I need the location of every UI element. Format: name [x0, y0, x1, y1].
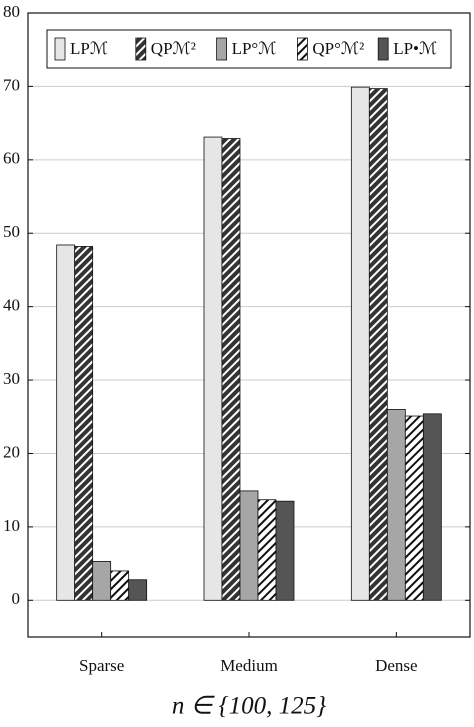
y-tick-label: 50 [3, 222, 20, 241]
bar [350, 86, 370, 601]
bar [56, 244, 76, 601]
bar [110, 570, 130, 601]
legend-swatch [135, 37, 147, 61]
bar [422, 413, 442, 601]
y-tick-label: 20 [3, 442, 20, 461]
bar [221, 138, 241, 601]
bar [92, 560, 112, 601]
bar [257, 499, 277, 601]
legend-swatch [54, 37, 66, 61]
x-tick-label: Sparse [79, 656, 124, 675]
y-tick-label: 80 [3, 2, 20, 21]
plot-frame [27, 12, 471, 638]
bar [386, 409, 406, 601]
bar [239, 490, 259, 601]
y-tick-label: 70 [3, 75, 20, 94]
legend-swatch [377, 37, 389, 61]
y-tick-label: 10 [3, 516, 20, 535]
bar [404, 415, 424, 601]
y-tick-label: 40 [3, 296, 20, 315]
bar [368, 88, 388, 601]
legend-label: LP•ℳ [393, 39, 437, 58]
x-tick-label: Dense [375, 656, 417, 675]
legend-label: LP°ℳ [232, 39, 277, 58]
bar [275, 500, 295, 601]
legend-swatch [216, 37, 228, 61]
bar [74, 246, 94, 601]
x-tick-label: Medium [220, 656, 278, 675]
legend-label: QP°ℳ² [312, 39, 364, 58]
legend-swatch [296, 37, 308, 61]
y-tick-label: 30 [3, 369, 20, 388]
bar [203, 136, 223, 601]
x-axis-label: n ∈ {100, 125} [172, 693, 326, 720]
y-tick-label: 0 [12, 589, 21, 608]
legend-label: QPℳ² [151, 39, 196, 58]
bar [128, 579, 148, 601]
y-tick-label: 60 [3, 149, 20, 168]
legend-label: LPℳ [70, 39, 108, 58]
